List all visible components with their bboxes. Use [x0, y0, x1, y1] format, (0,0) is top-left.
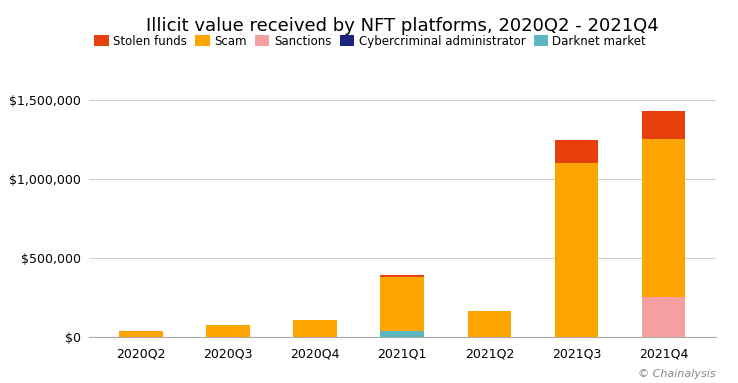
Bar	[642, 139, 686, 297]
Bar	[380, 277, 424, 331]
Bar	[380, 275, 424, 277]
Text: © Chainalysis: © Chainalysis	[638, 369, 716, 379]
Bar	[293, 320, 337, 337]
Bar	[380, 331, 424, 337]
Bar	[555, 163, 599, 337]
Bar	[468, 311, 511, 337]
Legend: Stolen funds, Scam, Sanctions, Cybercriminal administrator, Darknet market: Stolen funds, Scam, Sanctions, Cybercrim…	[94, 34, 646, 47]
Bar	[555, 139, 599, 163]
Bar	[642, 297, 686, 337]
Bar	[119, 331, 162, 337]
Title: Illicit value received by NFT platforms, 2020Q2 - 2021Q4: Illicit value received by NFT platforms,…	[146, 18, 658, 36]
Bar	[642, 111, 686, 139]
Bar	[206, 325, 249, 337]
